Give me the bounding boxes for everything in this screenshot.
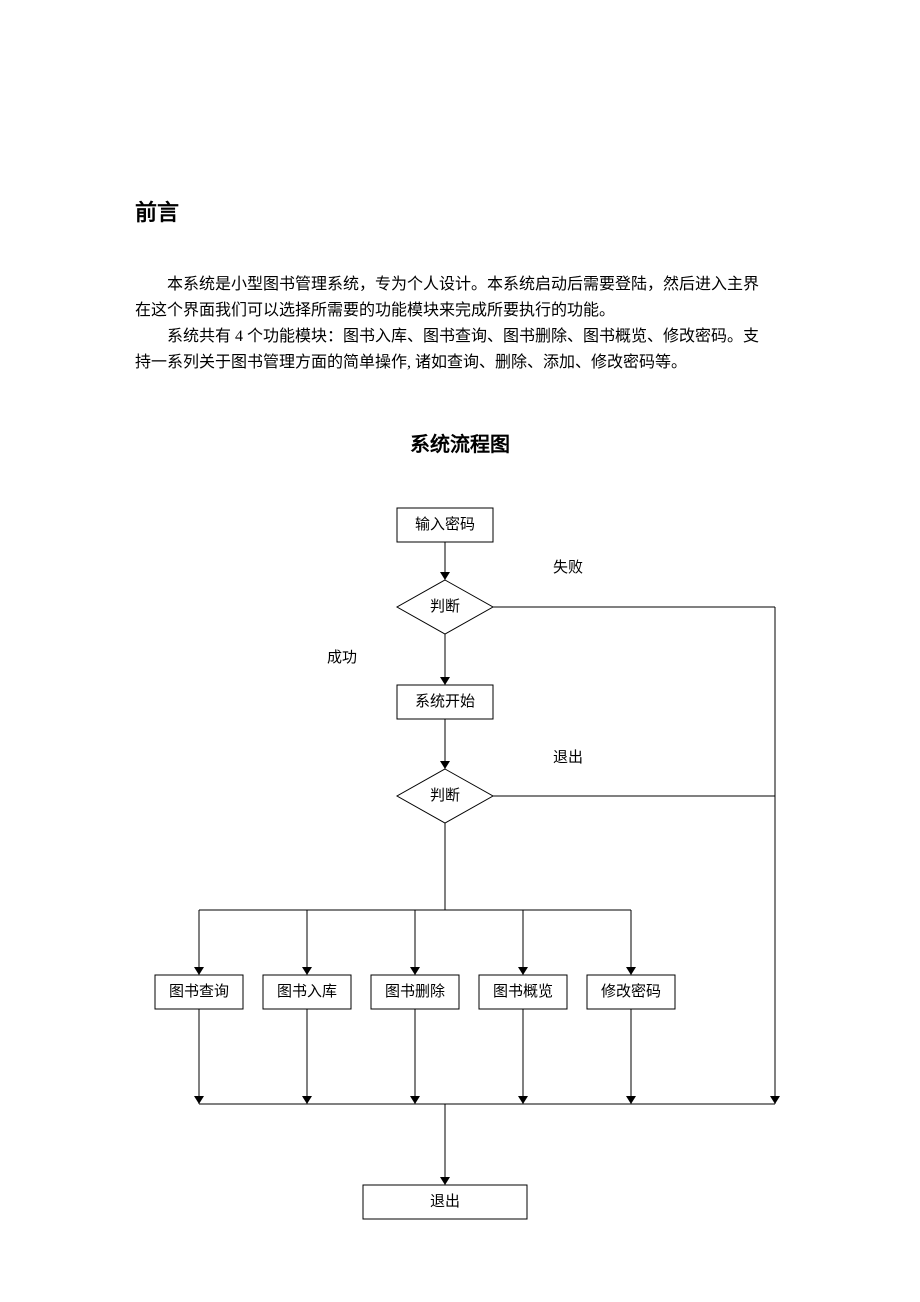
svg-text:退出: 退出 [430, 1193, 460, 1210]
paragraph-line: 在这个界面我们可以选择所需要的功能模块来完成所要执行的功能。 [135, 298, 795, 324]
svg-text:图书查询: 图书查询 [169, 983, 229, 1000]
svg-text:图书入库: 图书入库 [277, 983, 337, 1000]
svg-text:成功: 成功 [327, 649, 357, 666]
svg-text:系统开始: 系统开始 [415, 693, 475, 710]
paragraph-line: 持一系列关于图书管理方面的简单操作, 诸如查询、删除、添加、修改密码等。 [135, 350, 795, 376]
svg-text:判断: 判断 [430, 787, 460, 804]
document-page: 前言 本系统是小型图书管理系统，专为个人设计。本系统启动后需要登陆，然后进入主界… [0, 0, 920, 1302]
svg-text:失败: 失败 [553, 559, 583, 576]
svg-text:退出: 退出 [553, 749, 583, 766]
svg-text:输入密码: 输入密码 [415, 516, 475, 533]
flowchart-svg: 输入密码判断系统开始判断图书查询图书入库图书删除图书概览修改密码退出失败成功退出 [135, 490, 795, 1250]
svg-text:修改密码: 修改密码 [601, 983, 661, 1000]
svg-text:判断: 判断 [430, 598, 460, 615]
svg-text:图书概览: 图书概览 [493, 983, 553, 1000]
heading-preface: 前言 [135, 195, 179, 227]
svg-text:图书删除: 图书删除 [385, 983, 445, 1000]
paragraph-line: 系统共有 4 个功能模块：图书入库、图书查询、图书删除、图书概览、修改密码。支 [135, 324, 795, 350]
paragraph-line: 本系统是小型图书管理系统，专为个人设计。本系统启动后需要登陆，然后进入主界 [135, 272, 795, 298]
subtitle-flowchart: 系统流程图 [0, 428, 920, 457]
flowchart-container: 输入密码判断系统开始判断图书查询图书入库图书删除图书概览修改密码退出失败成功退出 [135, 490, 795, 1250]
